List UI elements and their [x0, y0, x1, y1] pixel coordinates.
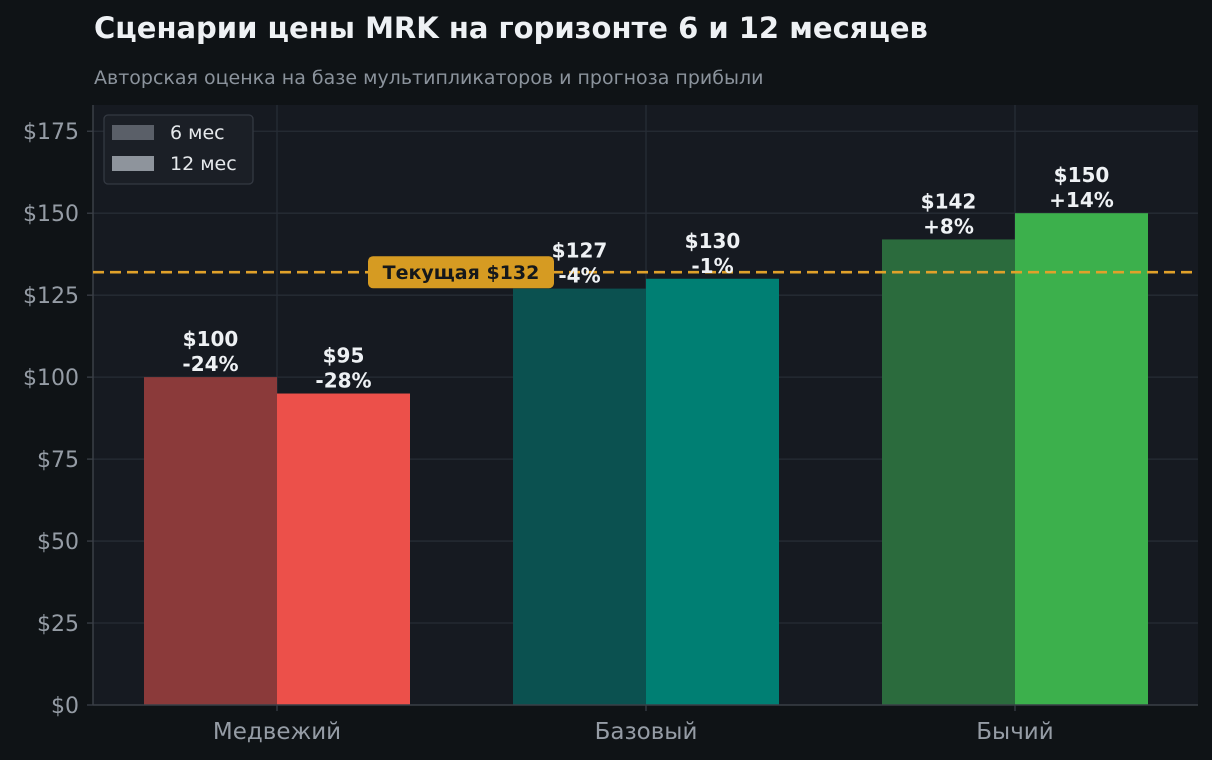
bars	[144, 213, 1148, 706]
y-tick-label: $100	[23, 366, 79, 391]
y-tick-label: $75	[37, 448, 79, 473]
bar-value-label: $100	[183, 327, 239, 351]
legend-label: 6 мес	[170, 122, 225, 144]
y-tick-label: $25	[37, 612, 79, 637]
data-labels: $100-24% $127-4% $142+8% $95-28% $130-1% $150…	[182, 163, 1113, 392]
legend-swatch	[112, 125, 154, 140]
bar-change-label: -4%	[558, 264, 600, 288]
bar-value-label: $130	[685, 229, 741, 253]
reference-label: Текущая $132	[383, 262, 540, 284]
bar	[646, 278, 779, 705]
chart-subtitle: Авторская оценка на базе мультипликаторо…	[94, 67, 763, 89]
x-tick-label: Медвежий	[213, 719, 341, 745]
bar-value-label: $142	[921, 189, 977, 213]
y-tick-label: $150	[23, 202, 79, 227]
bar-change-label: +14%	[1049, 188, 1114, 212]
y-tick-label: $0	[51, 694, 79, 719]
legend-swatch	[112, 156, 154, 171]
bar-value-label: $95	[323, 344, 365, 368]
chart-title: Сценарии цены MRK на горизонте 6 и 12 ме…	[94, 11, 928, 45]
axes: $0 $25 $50 $75 $100 $125 $150 $175 Медвежий Базов…	[23, 105, 1198, 745]
bar-change-label: -24%	[182, 352, 238, 376]
bar	[1015, 213, 1148, 705]
bar-change-label: -1%	[691, 254, 733, 278]
bar-change-label: +8%	[923, 214, 974, 238]
bar	[277, 393, 410, 705]
y-tick-label: $50	[37, 530, 79, 555]
legend: 6 мес 12 мес	[103, 114, 254, 185]
bar-change-label: -28%	[315, 369, 371, 393]
reference-label-badge	[368, 256, 554, 289]
x-tick-label: Базовый	[595, 719, 698, 745]
bar	[144, 377, 277, 705]
bar-value-label: $150	[1054, 163, 1110, 187]
y-tick-label: $125	[23, 284, 79, 309]
legend-label: 12 мес	[170, 153, 237, 175]
bar	[513, 288, 646, 705]
bar-value-label: $127	[552, 239, 608, 263]
x-tick-label: Бычий	[976, 719, 1053, 745]
y-tick-label: $175	[23, 120, 79, 145]
bar	[882, 239, 1015, 706]
